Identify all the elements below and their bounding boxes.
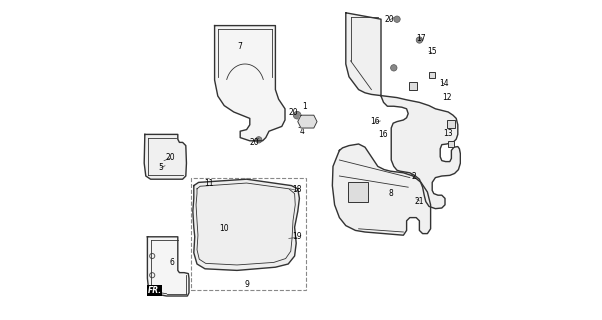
Polygon shape bbox=[346, 13, 461, 209]
Text: 16: 16 bbox=[378, 130, 388, 139]
Bar bbox=[409, 82, 417, 90]
Text: 20: 20 bbox=[250, 138, 259, 147]
Circle shape bbox=[256, 137, 262, 143]
Text: FR.: FR. bbox=[147, 286, 161, 295]
Bar bbox=[447, 141, 454, 147]
Circle shape bbox=[394, 16, 400, 22]
Text: 6: 6 bbox=[170, 258, 175, 267]
Text: 20: 20 bbox=[166, 153, 175, 162]
Circle shape bbox=[293, 111, 301, 119]
Circle shape bbox=[150, 160, 157, 166]
Text: 20: 20 bbox=[288, 108, 298, 117]
Polygon shape bbox=[214, 26, 285, 141]
Text: 2: 2 bbox=[411, 172, 416, 180]
Text: 7: 7 bbox=[237, 42, 242, 51]
Text: 21: 21 bbox=[415, 197, 424, 206]
Text: 16: 16 bbox=[370, 117, 379, 126]
Circle shape bbox=[416, 37, 423, 43]
Text: 13: 13 bbox=[444, 129, 453, 138]
Circle shape bbox=[252, 222, 257, 226]
Text: 5: 5 bbox=[158, 163, 163, 172]
Polygon shape bbox=[147, 237, 189, 296]
Text: 17: 17 bbox=[416, 34, 426, 43]
Polygon shape bbox=[144, 134, 187, 179]
Text: 12: 12 bbox=[442, 93, 452, 102]
Text: 10: 10 bbox=[219, 224, 228, 233]
FancyBboxPatch shape bbox=[349, 182, 368, 202]
Polygon shape bbox=[298, 115, 317, 128]
Text: 11: 11 bbox=[204, 179, 214, 188]
Polygon shape bbox=[193, 179, 299, 270]
Polygon shape bbox=[332, 144, 430, 235]
Text: 8: 8 bbox=[388, 189, 393, 198]
Circle shape bbox=[233, 222, 238, 226]
Circle shape bbox=[232, 190, 238, 196]
Bar bbox=[447, 120, 455, 128]
Circle shape bbox=[279, 190, 285, 197]
Text: 18: 18 bbox=[292, 185, 302, 194]
Bar bbox=[429, 72, 435, 78]
Text: 15: 15 bbox=[427, 47, 436, 56]
Text: 3: 3 bbox=[297, 121, 302, 130]
Text: 1: 1 bbox=[302, 102, 306, 111]
Circle shape bbox=[279, 238, 285, 245]
Text: 4: 4 bbox=[299, 127, 304, 136]
Circle shape bbox=[391, 65, 397, 71]
Text: 19: 19 bbox=[292, 232, 302, 241]
Text: 14: 14 bbox=[439, 79, 449, 88]
Text: 9: 9 bbox=[245, 280, 250, 289]
Text: 20: 20 bbox=[385, 15, 394, 24]
